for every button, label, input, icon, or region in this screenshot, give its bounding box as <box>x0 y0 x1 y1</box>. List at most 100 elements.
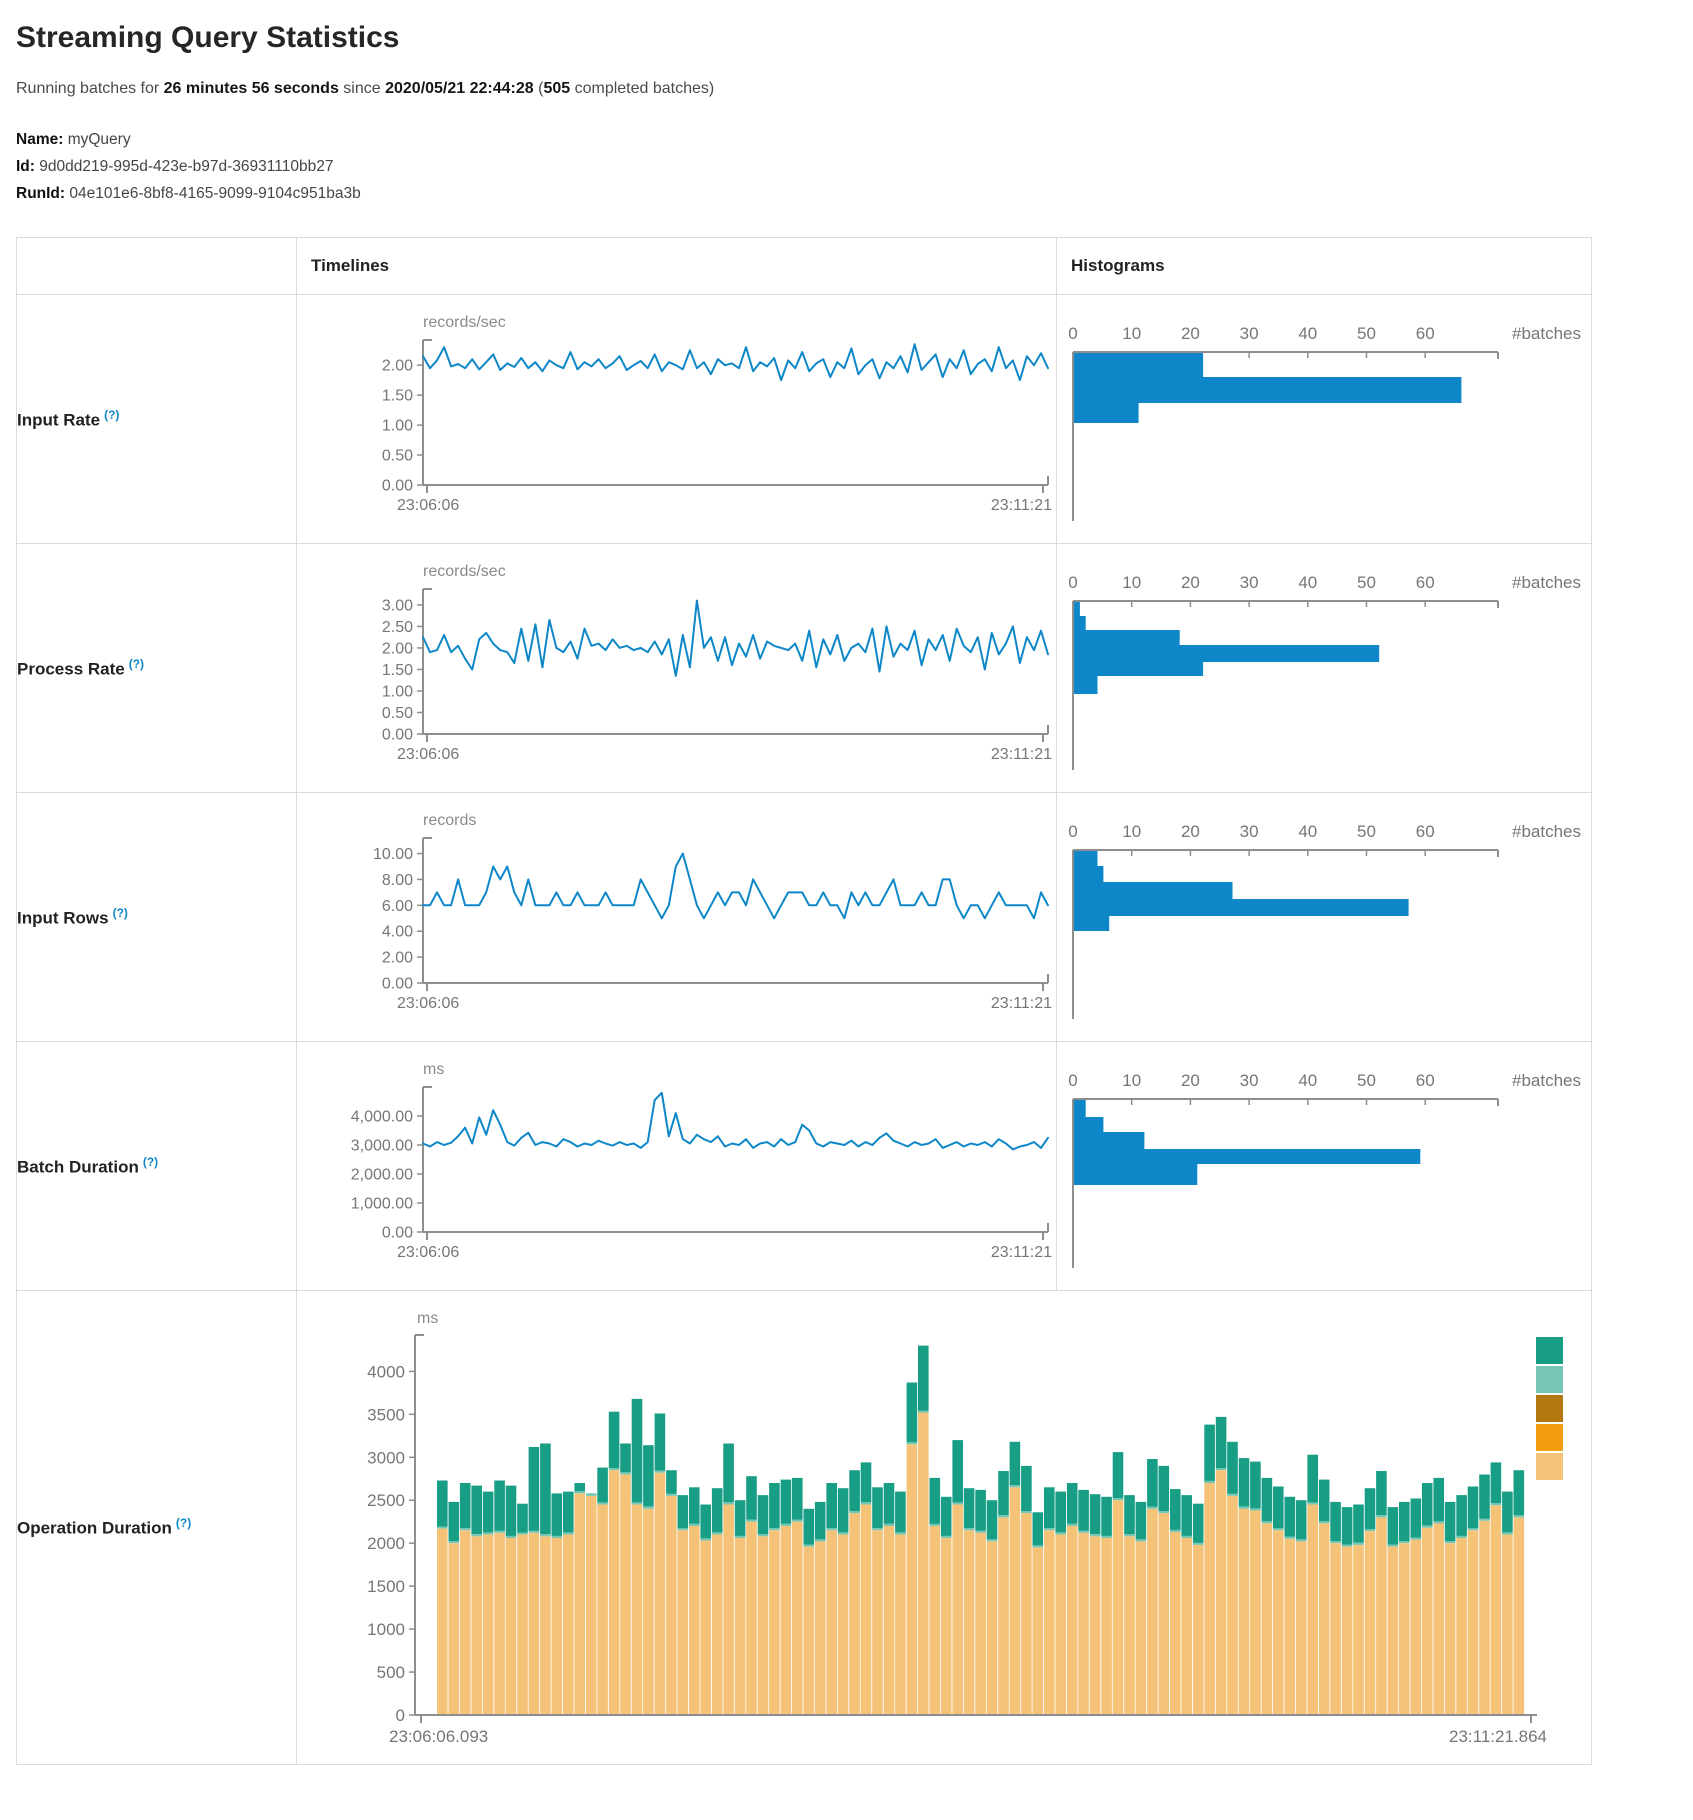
stack-segment-middle <box>1307 1502 1318 1505</box>
hist-tick-label: 60 <box>1416 324 1435 343</box>
y-tick-label: 2.00 <box>382 950 413 967</box>
timeline-series <box>422 343 1049 382</box>
help-icon[interactable]: (?) <box>104 407 120 422</box>
legend-swatch-5 <box>1536 1453 1563 1480</box>
stack-segment-top <box>494 1480 505 1531</box>
stack-segment-bottom <box>1147 1508 1158 1715</box>
stack-segment-middle <box>654 1470 666 1473</box>
stack-segment-bottom <box>1032 1547 1044 1715</box>
hist-tick-label: 10 <box>1122 822 1141 841</box>
stack-segment-bottom <box>700 1540 711 1715</box>
histogram-bar <box>1074 1149 1421 1164</box>
histogram-bar <box>1074 882 1233 899</box>
histogram-bar <box>1074 602 1080 616</box>
stack-segment-middle <box>551 1535 563 1538</box>
legend-swatch-4 <box>1536 1424 1563 1451</box>
stack-segment-bottom <box>1021 1513 1032 1715</box>
stack-segment-middle <box>803 1544 815 1547</box>
x-end-label: 23:11:21 <box>991 497 1052 514</box>
stack-segment-bottom <box>998 1517 1009 1715</box>
y-tick-label: 4,000.00 <box>351 1109 413 1126</box>
stack-segment-middle <box>585 1493 597 1496</box>
stack-segment-bottom <box>1055 1534 1066 1715</box>
summary-text: ( <box>533 80 544 97</box>
stack-segment-top <box>505 1485 517 1536</box>
stack-segment-middle <box>895 1532 906 1535</box>
query-runid-row: RunId: 04e101e6-8bf8-4165-9099-9104c951b… <box>16 180 1693 207</box>
stack-segment-middle <box>1227 1493 1238 1496</box>
stack-segment-middle <box>929 1523 941 1526</box>
input-rows-histogram: 0 10 20 30 40 50 60 #batches <box>1068 822 1581 1019</box>
col-header-histograms: Histograms <box>1056 237 1592 295</box>
timeline-series <box>422 599 1049 677</box>
unit-label: records/sec <box>423 314 506 331</box>
stack-segment-bottom <box>1364 1531 1376 1715</box>
metric-label: Input Rate <box>17 410 101 430</box>
y-tick-label: 0.00 <box>382 727 413 744</box>
stack-segment-middle <box>1364 1529 1376 1532</box>
input-rate-histogram: 0 10 20 30 40 50 60 #batches <box>1068 324 1581 521</box>
hist-tick-label: 10 <box>1122 1071 1141 1090</box>
runid-label: RunId: <box>16 185 66 202</box>
stack-segment-top <box>1376 1471 1387 1516</box>
y-tick-label: 0.00 <box>382 976 413 993</box>
stack-segment-middle <box>1399 1541 1410 1544</box>
stack-segment-middle <box>746 1519 757 1522</box>
stack-segment-bottom <box>1307 1504 1318 1715</box>
stack-segment-top <box>1021 1465 1032 1511</box>
stack-segment-middle <box>1273 1528 1284 1531</box>
stack-segment-bottom <box>1089 1536 1101 1715</box>
help-icon[interactable]: (?) <box>128 656 145 671</box>
stack-segment-middle <box>1078 1530 1089 1533</box>
stack-segment-bottom <box>1124 1536 1135 1715</box>
batches-axis-label: #batches <box>1512 1071 1581 1090</box>
page-root: Streaming Query Statistics Running batch… <box>16 21 1693 1765</box>
stack-segment-middle <box>757 1534 769 1537</box>
stack-segment-middle <box>986 1539 998 1542</box>
stack-segment-middle <box>918 1410 929 1413</box>
y-tick-label: 1,000.00 <box>351 1196 413 1213</box>
help-icon[interactable]: (?) <box>142 1154 159 1169</box>
summary-text: Running batches for <box>16 80 164 97</box>
metric-row-batch-duration: Batch Duration (?) ms 0.00 1,000.00 2,000.00… <box>16 1041 1592 1291</box>
stack-segment-bottom <box>860 1504 872 1715</box>
metric-row-input-rate: Input Rate (?) records/sec 0.00 0.50 1.00 1.5… <box>16 294 1592 544</box>
y-tick-label: 1500 <box>367 1577 405 1596</box>
x-start-label: 23:06:06.093 <box>389 1727 488 1746</box>
metric-label: Input Rows <box>17 908 109 928</box>
stack-segment-bottom <box>963 1530 975 1715</box>
stack-segment-top <box>666 1470 677 1494</box>
stack-segment-top <box>1513 1470 1525 1516</box>
x-end-label: 23:11:21 <box>991 1244 1052 1261</box>
stack-segment-bottom <box>574 1493 585 1715</box>
stack-segment-top <box>1273 1486 1284 1529</box>
y-tick-label: 0 <box>396 1706 405 1725</box>
metric-label: Batch Duration <box>17 1157 139 1177</box>
y-tick-label: 3000 <box>367 1448 405 1467</box>
y-tick-label: 3,000.00 <box>351 1138 413 1155</box>
stack-segment-middle <box>1456 1535 1467 1538</box>
stack-segment-middle <box>1467 1528 1479 1531</box>
stack-segment-middle <box>563 1532 574 1535</box>
y-tick-label: 2500 <box>367 1491 405 1510</box>
stack-segment-middle <box>448 1541 460 1544</box>
stack-segment-top <box>1318 1479 1330 1522</box>
stack-segment-top <box>1066 1483 1078 1524</box>
stack-segment-top <box>963 1488 975 1529</box>
page-title: Streaming Query Statistics <box>16 21 400 54</box>
stack-segment-top <box>711 1488 723 1533</box>
stack-segment-top <box>1181 1495 1192 1536</box>
process-rate-histogram: 0 10 20 30 40 50 60 #batches <box>1068 573 1581 770</box>
stack-segment-top <box>1444 1501 1456 1541</box>
help-icon[interactable]: (?) <box>175 1516 192 1531</box>
stack-segment-middle <box>1250 1508 1261 1511</box>
stack-segment-bottom <box>952 1504 963 1715</box>
help-icon[interactable]: (?) <box>112 905 128 920</box>
unit-label: ms <box>423 1061 444 1078</box>
stack-segment-middle <box>1433 1521 1444 1524</box>
stack-segment-bottom <box>1387 1546 1399 1715</box>
stack-segment-bottom <box>448 1543 460 1715</box>
hist-tick-label: 0 <box>1068 1071 1077 1090</box>
legend-swatch-3 <box>1536 1395 1563 1422</box>
stack-segment-middle <box>471 1534 482 1537</box>
